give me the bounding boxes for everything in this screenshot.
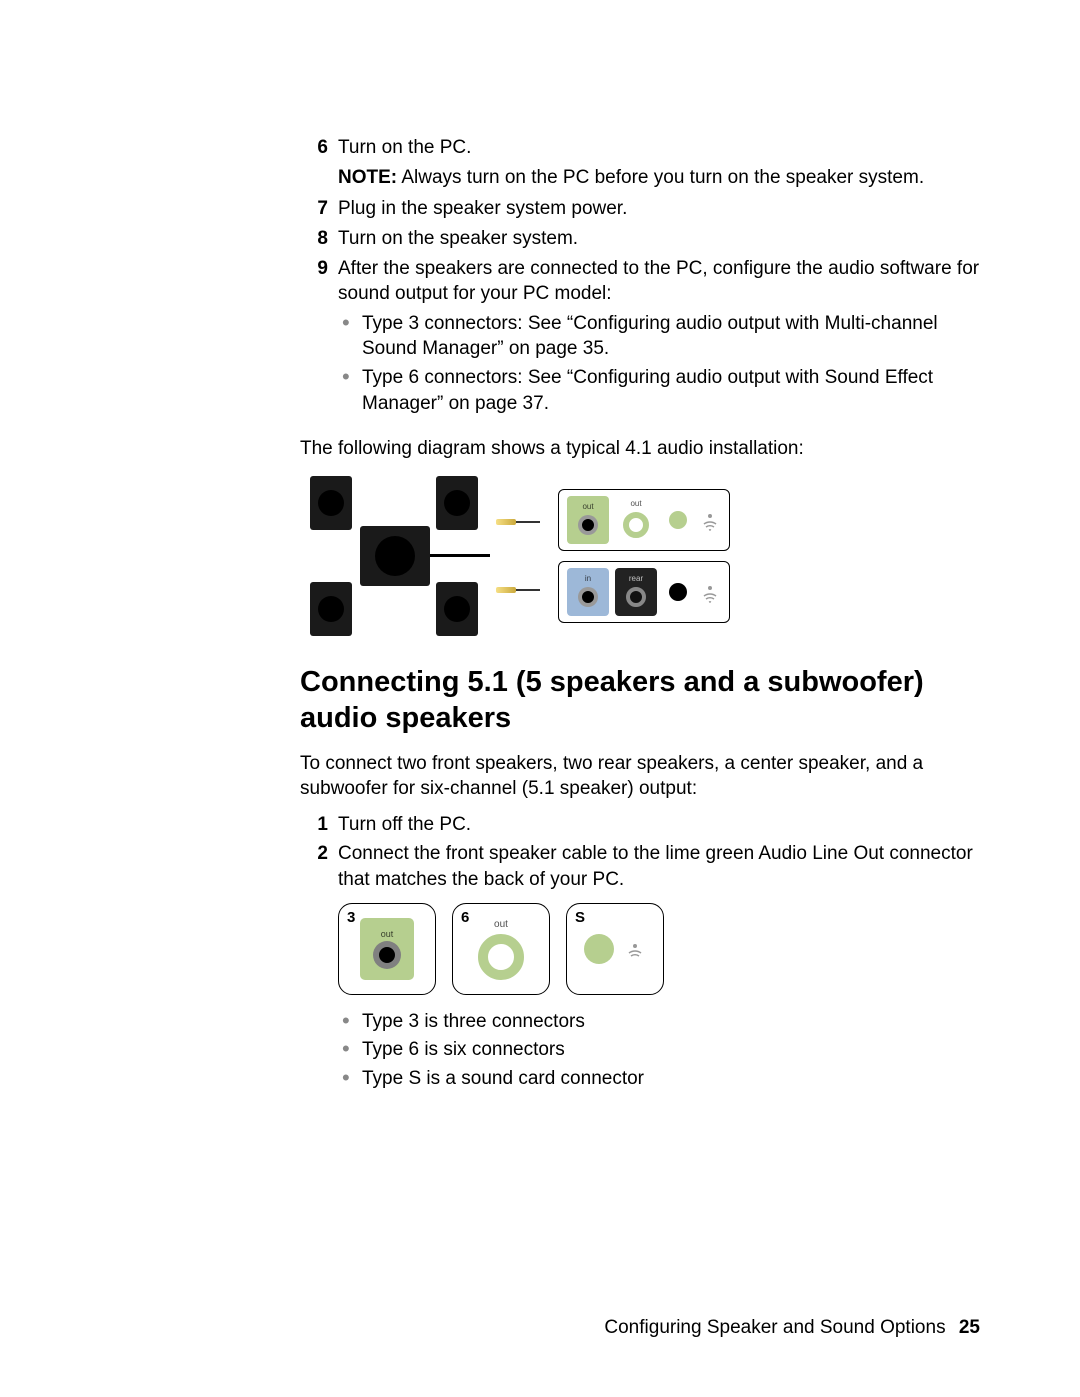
step-text-block: After the speakers are connected to the … xyxy=(338,256,980,421)
step-text: Turn on the PC. xyxy=(338,135,980,161)
audio-out-port-icon: out xyxy=(360,918,414,980)
step-number: 8 xyxy=(300,226,338,252)
step-text: Plug in the speaker system power. xyxy=(338,196,980,222)
bullet-item: Type 6 is six connectors xyxy=(338,1037,980,1063)
step-item: 1 Turn off the PC. xyxy=(300,812,980,838)
note-text: Always turn on the PC before you turn on… xyxy=(397,167,924,188)
card-label: S xyxy=(575,908,585,928)
card-sublabel: out xyxy=(494,918,508,932)
step-text: Turn off the PC. xyxy=(338,812,980,838)
step-item: 7 Plug in the speaker system power. xyxy=(300,196,980,222)
step-number: 2 xyxy=(300,841,338,892)
connector-card-type6: 6 out xyxy=(452,903,550,995)
bullet-item: Type 3 is three connectors xyxy=(338,1009,980,1035)
bullet-item: Type 6 connectors: See “Configuring audi… xyxy=(338,365,980,416)
page-footer: Configuring Speaker and Sound Options 25 xyxy=(604,1315,980,1341)
audio-out-ring-icon xyxy=(478,934,524,980)
audio-dot-icon xyxy=(663,496,693,544)
speaker-rl-icon xyxy=(310,582,352,636)
speaker-wave-icon xyxy=(699,577,721,607)
step-text: After the speakers are connected to the … xyxy=(338,258,979,305)
connector-cards-row: 3 out 6 out S xyxy=(338,903,980,995)
step-item: 2 Connect the front speaker cable to the… xyxy=(300,841,980,892)
soundcard-dot-icon xyxy=(584,934,614,964)
port-panel-rear: in rear xyxy=(558,561,730,623)
audio-plug-icon xyxy=(496,516,540,528)
diagram-intro: The following diagram shows a typical 4.… xyxy=(300,436,980,462)
footer-chapter: Configuring Speaker and Sound Options xyxy=(604,1317,945,1338)
card-label: 3 xyxy=(347,908,355,928)
step-item: 6 Turn on the PC. xyxy=(300,135,980,161)
audio-out-port-icon: out xyxy=(567,496,609,544)
bullet-list: Type 3 connectors: See “Configuring audi… xyxy=(338,311,980,417)
section-intro: To connect two front speakers, two rear … xyxy=(300,751,980,802)
bullet-item: Type S is a sound card connector xyxy=(338,1066,980,1092)
speaker-layout xyxy=(300,476,490,636)
step-text: Connect the front speaker cable to the l… xyxy=(338,841,980,892)
steps-list-1b: 7 Plug in the speaker system power. 8 Tu… xyxy=(300,196,980,420)
speaker-fr-icon xyxy=(436,476,478,530)
step-item: 8 Turn on the speaker system. xyxy=(300,226,980,252)
bullet-item: Type 3 connectors: See “Configuring audi… xyxy=(338,311,980,362)
step-number: 9 xyxy=(300,256,338,421)
step-number: 1 xyxy=(300,812,338,838)
step-number: 6 xyxy=(300,135,338,161)
note-block: NOTE: Always turn on the PC before you t… xyxy=(338,165,980,191)
speaker-rr-icon xyxy=(436,582,478,636)
steps-list-2: 1 Turn off the PC. 2 Connect the front s… xyxy=(300,812,980,893)
step-text: Turn on the speaker system. xyxy=(338,226,980,252)
connector-card-types: S xyxy=(566,903,664,995)
manual-page: 6 Turn on the PC. NOTE: Always turn on t… xyxy=(0,0,1080,1397)
audio-out-ring-icon: out xyxy=(615,496,657,544)
note-label: NOTE: xyxy=(338,167,397,188)
audio-plug-icon xyxy=(496,584,540,596)
diagram-4-1-install: out out in xyxy=(300,476,980,636)
footer-page-number: 25 xyxy=(959,1317,980,1338)
step-number: 7 xyxy=(300,196,338,222)
section-heading: Connecting 5.1 (5 speakers and a subwoof… xyxy=(300,664,980,737)
speaker-wave-icon xyxy=(699,505,721,535)
audio-dot-icon xyxy=(663,568,693,616)
connector-card-type3: 3 out xyxy=(338,903,436,995)
step-item: 9 After the speakers are connected to th… xyxy=(300,256,980,421)
cable-column xyxy=(496,516,540,596)
port-panel-out: out out xyxy=(558,489,730,551)
audio-rear-port-icon: in xyxy=(567,568,609,616)
card-label: 6 xyxy=(461,908,469,928)
subwoofer-icon xyxy=(360,526,430,586)
port-panel-stack: out out in xyxy=(558,489,730,623)
speaker-wave-icon xyxy=(624,934,646,964)
connector-bullet-list: Type 3 is three connectors Type 6 is six… xyxy=(338,1009,980,1092)
speaker-fl-icon xyxy=(310,476,352,530)
audio-rear-black-icon: rear xyxy=(615,568,657,616)
steps-list-1: 6 Turn on the PC. xyxy=(300,135,980,161)
